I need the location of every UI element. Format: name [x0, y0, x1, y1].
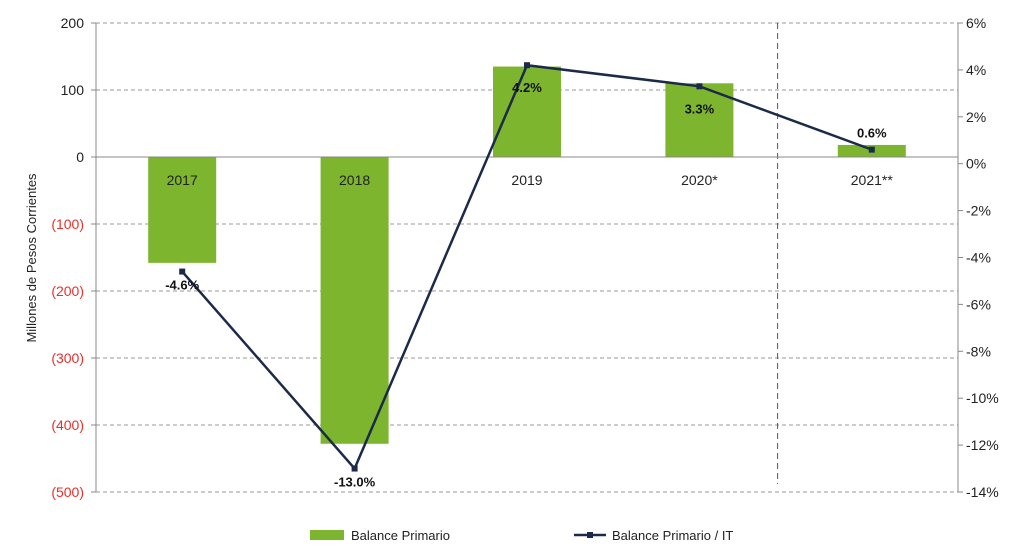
- y-axis-title: Millones de Pesos Corrientes: [24, 173, 39, 343]
- right-tick-label: -4%: [966, 250, 991, 266]
- category-label: 2020*: [681, 172, 718, 188]
- bar: [148, 157, 217, 263]
- right-tick-label: -8%: [966, 343, 991, 359]
- legend-label-line: Balance Primario / IT: [612, 528, 733, 543]
- bar: [493, 66, 561, 157]
- category-label: 2018: [339, 172, 370, 188]
- bar-series: [148, 66, 906, 444]
- data-label: -4.6%: [165, 278, 199, 293]
- left-tick-label: 0: [76, 149, 84, 165]
- right-tick-label: 0%: [966, 156, 986, 172]
- right-tick-label: -6%: [966, 296, 991, 312]
- legend: Balance Primario Balance Primario / IT: [310, 528, 733, 543]
- left-tick-label: 100: [61, 82, 85, 98]
- right-tick-label: -2%: [966, 203, 991, 219]
- line-marker: [179, 268, 186, 275]
- left-axis-ticks: 200 100 0 (100) (200) (300) (400) (500): [51, 15, 96, 500]
- line-series: [179, 62, 875, 472]
- bar: [320, 157, 389, 444]
- left-tick-label: (400): [51, 417, 84, 433]
- line-marker: [351, 465, 358, 472]
- right-tick-label: -10%: [966, 390, 999, 406]
- left-tick-label: (200): [51, 283, 84, 299]
- category-labels: 2017 2018 2019 2020* 2021**: [167, 172, 894, 188]
- data-label: 0.6%: [857, 126, 887, 141]
- right-tick-label: 6%: [966, 15, 986, 31]
- line-marker: [524, 62, 530, 69]
- line-marker: [868, 146, 875, 153]
- right-tick-label: 4%: [966, 62, 986, 78]
- right-axis-ticks: 6% 4% 2% 0% -2% -4% -6% -8% -10% -12% -14%: [958, 15, 999, 500]
- right-tick-label: -14%: [966, 484, 999, 500]
- left-tick-label: (300): [51, 350, 84, 366]
- right-tick-label: 2%: [966, 109, 986, 125]
- left-tick-label: 200: [61, 15, 85, 31]
- category-label: 2021**: [851, 172, 894, 188]
- legend-swatch-marker: [587, 532, 593, 538]
- left-tick-label: (100): [51, 216, 84, 232]
- legend-swatch-bar: [310, 530, 344, 540]
- legend-label-bar: Balance Primario: [351, 528, 450, 543]
- data-label: -13.0%: [334, 475, 376, 490]
- data-label: 3.3%: [685, 101, 715, 116]
- line-marker: [696, 83, 703, 90]
- data-labels: -4.6% -13.0% 4.2% 3.3% 0.6%: [165, 80, 887, 489]
- category-label: 2019: [511, 172, 542, 188]
- category-label: 2017: [167, 172, 198, 188]
- right-tick-label: -12%: [966, 437, 999, 453]
- data-label: 4.2%: [512, 80, 542, 95]
- left-tick-label: (500): [51, 484, 84, 500]
